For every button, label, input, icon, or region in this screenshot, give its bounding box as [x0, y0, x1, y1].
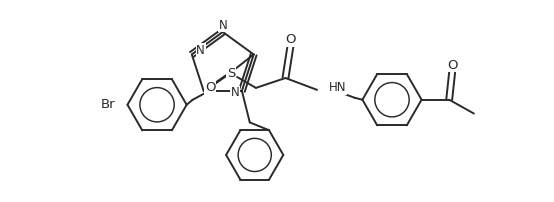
Text: N: N: [196, 44, 205, 57]
Text: O: O: [205, 81, 216, 95]
Text: N: N: [218, 19, 227, 32]
Text: N: N: [230, 86, 239, 99]
Text: Br: Br: [101, 98, 116, 111]
Text: S: S: [227, 67, 235, 80]
Text: O: O: [285, 33, 296, 46]
Text: HN: HN: [329, 81, 346, 94]
Text: O: O: [447, 59, 458, 72]
